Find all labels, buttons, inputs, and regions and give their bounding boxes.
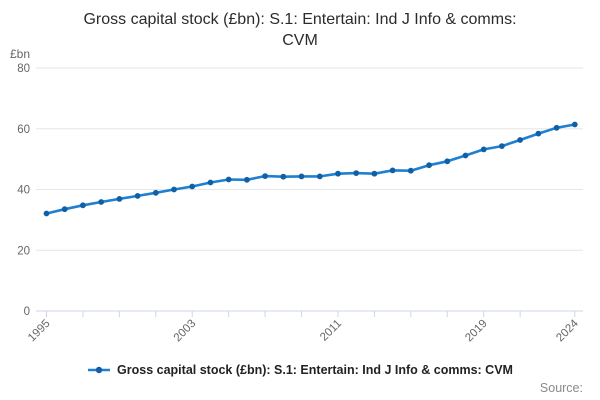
data-point-marker[interactable] — [80, 202, 86, 209]
data-point-marker[interactable] — [280, 173, 287, 180]
x-tick-label: 2011 — [318, 318, 344, 344]
legend-line-marker-icon — [88, 366, 111, 374]
y-tick-label: 40 — [17, 185, 30, 197]
data-point-marker[interactable] — [43, 210, 50, 217]
data-point-marker[interactable] — [444, 158, 451, 165]
legend-series-label: Gross capital stock (£bn): S.1: Entertai… — [117, 363, 513, 377]
data-point-marker[interactable] — [316, 173, 323, 180]
data-point-marker[interactable] — [426, 162, 432, 169]
source-note: Source: — [539, 381, 583, 395]
data-point-marker[interactable] — [134, 193, 141, 199]
data-point-marker[interactable] — [353, 170, 360, 177]
x-tick-label: 2003 — [172, 318, 199, 345]
chart-title: Gross capital stock (£bn): S.1: Entertai… — [0, 9, 600, 51]
data-point-marker[interactable] — [407, 167, 414, 174]
chart-title-line1: Gross capital stock (£bn): S.1: Entertai… — [83, 11, 517, 28]
data-point-marker[interactable] — [389, 167, 396, 174]
data-point-marker[interactable] — [189, 183, 196, 190]
x-tick-label: 2024 — [554, 317, 581, 344]
y-tick-label: 20 — [17, 245, 30, 257]
legend-item[interactable]: Gross capital stock (£bn): S.1: Entertai… — [0, 363, 600, 377]
data-point-marker[interactable] — [480, 146, 487, 153]
y-tick-label: 60 — [17, 124, 30, 136]
series-line — [45, 123, 577, 215]
data-point-marker[interactable] — [207, 179, 214, 186]
data-point-marker[interactable] — [517, 137, 523, 143]
data-point-marker[interactable] — [98, 199, 105, 205]
data-point-marker[interactable] — [462, 152, 469, 159]
data-point-marker[interactable] — [571, 121, 578, 128]
data-point-marker[interactable] — [553, 124, 560, 131]
data-point-marker[interactable] — [225, 176, 232, 183]
data-point-marker[interactable] — [171, 186, 177, 193]
y-tick-label: 80 — [17, 63, 30, 75]
data-point-marker[interactable] — [335, 170, 341, 177]
data-point-marker[interactable] — [61, 206, 68, 213]
data-point-marker[interactable] — [116, 196, 123, 202]
data-point-marker[interactable] — [535, 130, 542, 137]
data-point-marker[interactable] — [244, 176, 250, 183]
data-point-marker[interactable] — [298, 173, 305, 180]
y-axis-unit-label: £bn — [10, 47, 31, 61]
chart-title-line2: CVM — [282, 32, 318, 49]
data-point-marker[interactable] — [499, 143, 505, 150]
data-point-marker[interactable] — [262, 173, 268, 180]
data-point-marker[interactable] — [371, 170, 378, 177]
x-tick-label: 2019 — [463, 318, 490, 345]
data-point-marker[interactable] — [152, 189, 159, 196]
y-tick-label: 0 — [24, 306, 30, 318]
x-tick-label: 1995 — [26, 318, 53, 345]
